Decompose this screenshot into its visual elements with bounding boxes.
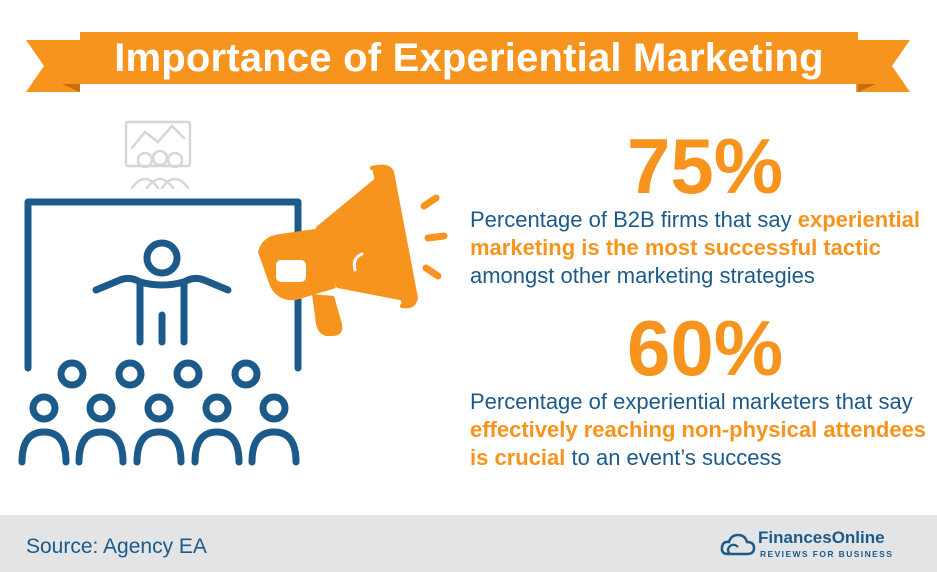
stat-highlight-1: experiential marketing is the most succe… [470,207,920,260]
banner-fold-right [858,84,876,92]
audience-icon [18,359,300,466]
stat-text-before-1: Percentage of B2B firms that say [470,207,798,232]
logo-tagline: REVIEWS FOR BUSINESS [760,549,894,559]
logo-name: FinancesOnline [758,528,885,547]
financesonline-logo[interactable]: FinancesOnline REVIEWS FOR BUSINESS [720,528,920,564]
presenter-icon [92,239,232,346]
audience-chart-icon [124,120,192,190]
cloud-logo-icon [720,533,756,556]
presentation-illustration [18,120,448,466]
stat-value-2: 60% [626,304,784,392]
stat-value-1: 75% [626,122,784,210]
banner-tail-left [26,40,80,92]
stat-text-before-2: Percentage of experiential marketers tha… [470,389,913,414]
stat-text-after-1: amongst other marketing strategies [470,263,815,288]
stat-description-2: Percentage of experiential marketers tha… [470,388,930,472]
stat-highlight-2: effectively reaching non-physical attend… [470,417,927,470]
page-title: Importance of Experiential Marketing [114,36,824,80]
footer-bar [0,515,937,572]
banner-fold-left [62,84,80,92]
source-text: Source: Agency EA [26,535,207,558]
stat-description-1: Percentage of B2B firms that say experie… [470,206,930,290]
title-banner [80,32,858,84]
stat-text-after-2: to an event’s success [565,445,782,470]
megaphone-icon [258,164,448,336]
